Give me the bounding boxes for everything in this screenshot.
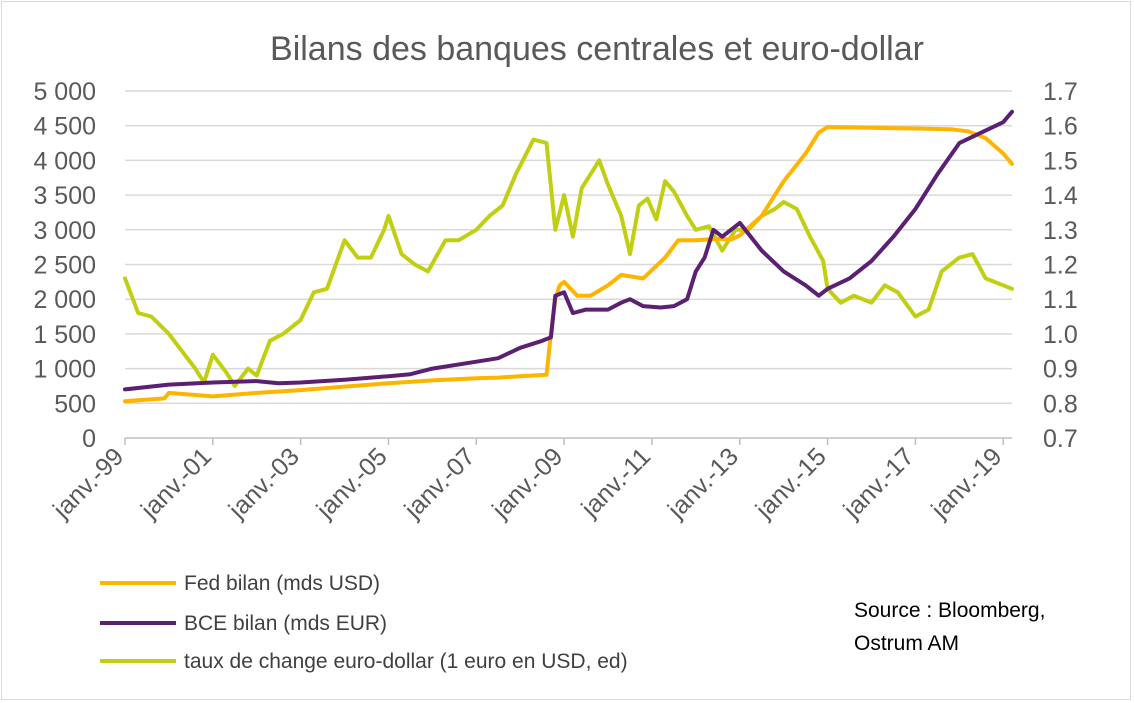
- x-tick-label: janv.-01: [135, 442, 217, 524]
- left-tick-label: 5 000: [33, 78, 96, 106]
- right-tick-label: 1.3: [1043, 217, 1078, 245]
- right-axis: 0.7 0.8 0.9 1.0 1.1 1.2 1.3 1.4 1.5 1.6 1.7: [1043, 78, 1078, 453]
- right-tick-label: 0.8: [1043, 390, 1078, 418]
- right-tick-label: 1.2: [1043, 252, 1078, 280]
- x-tick-label: janv.-99: [47, 442, 129, 524]
- series-line: [123, 109, 1014, 392]
- source-line: Source : Bloomberg,: [854, 599, 1045, 622]
- gridlines: [125, 90, 1012, 405]
- x-tick-label: janv.-15: [750, 442, 832, 524]
- left-tick-label: 2 000: [33, 286, 96, 314]
- x-tick-label: janv.-19: [925, 442, 1007, 524]
- left-tick-label: 3 500: [33, 182, 96, 210]
- left-tick-label: 4 000: [33, 147, 96, 175]
- x-axis: janv.-99 janv.-01 janv.-03 janv.-05 janv.-07…: [47, 437, 1012, 525]
- legend-label: taux de change euro-dollar (1 euro en US…: [184, 650, 628, 673]
- left-axis: 0 500 1 000 1 500 2 000 2 500 3 000 3 500 4 000 4…: [33, 78, 96, 453]
- x-tick-label: janv.-07: [398, 442, 480, 524]
- legend-label: BCE bilan (mds EUR): [184, 612, 387, 635]
- x-tick-label: janv.-03: [223, 442, 305, 524]
- legend-label: Fed bilan (mds USD): [184, 572, 380, 595]
- series-line: [123, 137, 1014, 388]
- source-note: Source : Bloomberg, Ostrum AM: [854, 599, 1045, 655]
- legend: Fed bilan (mds USD) BCE bilan (mds EUR) ta…: [100, 572, 628, 673]
- left-tick-label: 3 000: [33, 217, 96, 245]
- x-tick-label: janv.-17: [838, 442, 920, 524]
- right-tick-label: 1.0: [1043, 321, 1078, 349]
- x-tick-label: janv.-13: [662, 442, 744, 524]
- right-tick-label: 0.9: [1043, 356, 1078, 384]
- left-tick-label: 500: [54, 390, 96, 418]
- left-tick-label: 4 500: [33, 113, 96, 141]
- right-tick-label: 1.4: [1043, 182, 1078, 210]
- x-tick-label: janv.-05: [311, 442, 393, 524]
- right-tick-label: 1.6: [1043, 113, 1078, 141]
- right-tick-label: 1.7: [1043, 78, 1078, 106]
- x-tick-label: janv.-11: [575, 442, 656, 523]
- right-tick-label: 1.1: [1043, 286, 1078, 314]
- left-tick-label: 1 000: [33, 356, 96, 384]
- x-tick-label: janv.-09: [486, 442, 568, 524]
- left-tick-label: 2 500: [33, 252, 96, 280]
- left-tick-label: 0: [82, 425, 96, 453]
- chart-title: Bilans des banques centrales et euro-dol…: [270, 30, 924, 68]
- left-tick-label: 1 500: [33, 321, 96, 349]
- right-tick-label: 1.5: [1043, 147, 1078, 175]
- series-line: [123, 125, 1014, 404]
- source-line: Ostrum AM: [854, 632, 959, 655]
- right-tick-label: 0.7: [1043, 425, 1078, 453]
- series-lines: [123, 109, 1014, 404]
